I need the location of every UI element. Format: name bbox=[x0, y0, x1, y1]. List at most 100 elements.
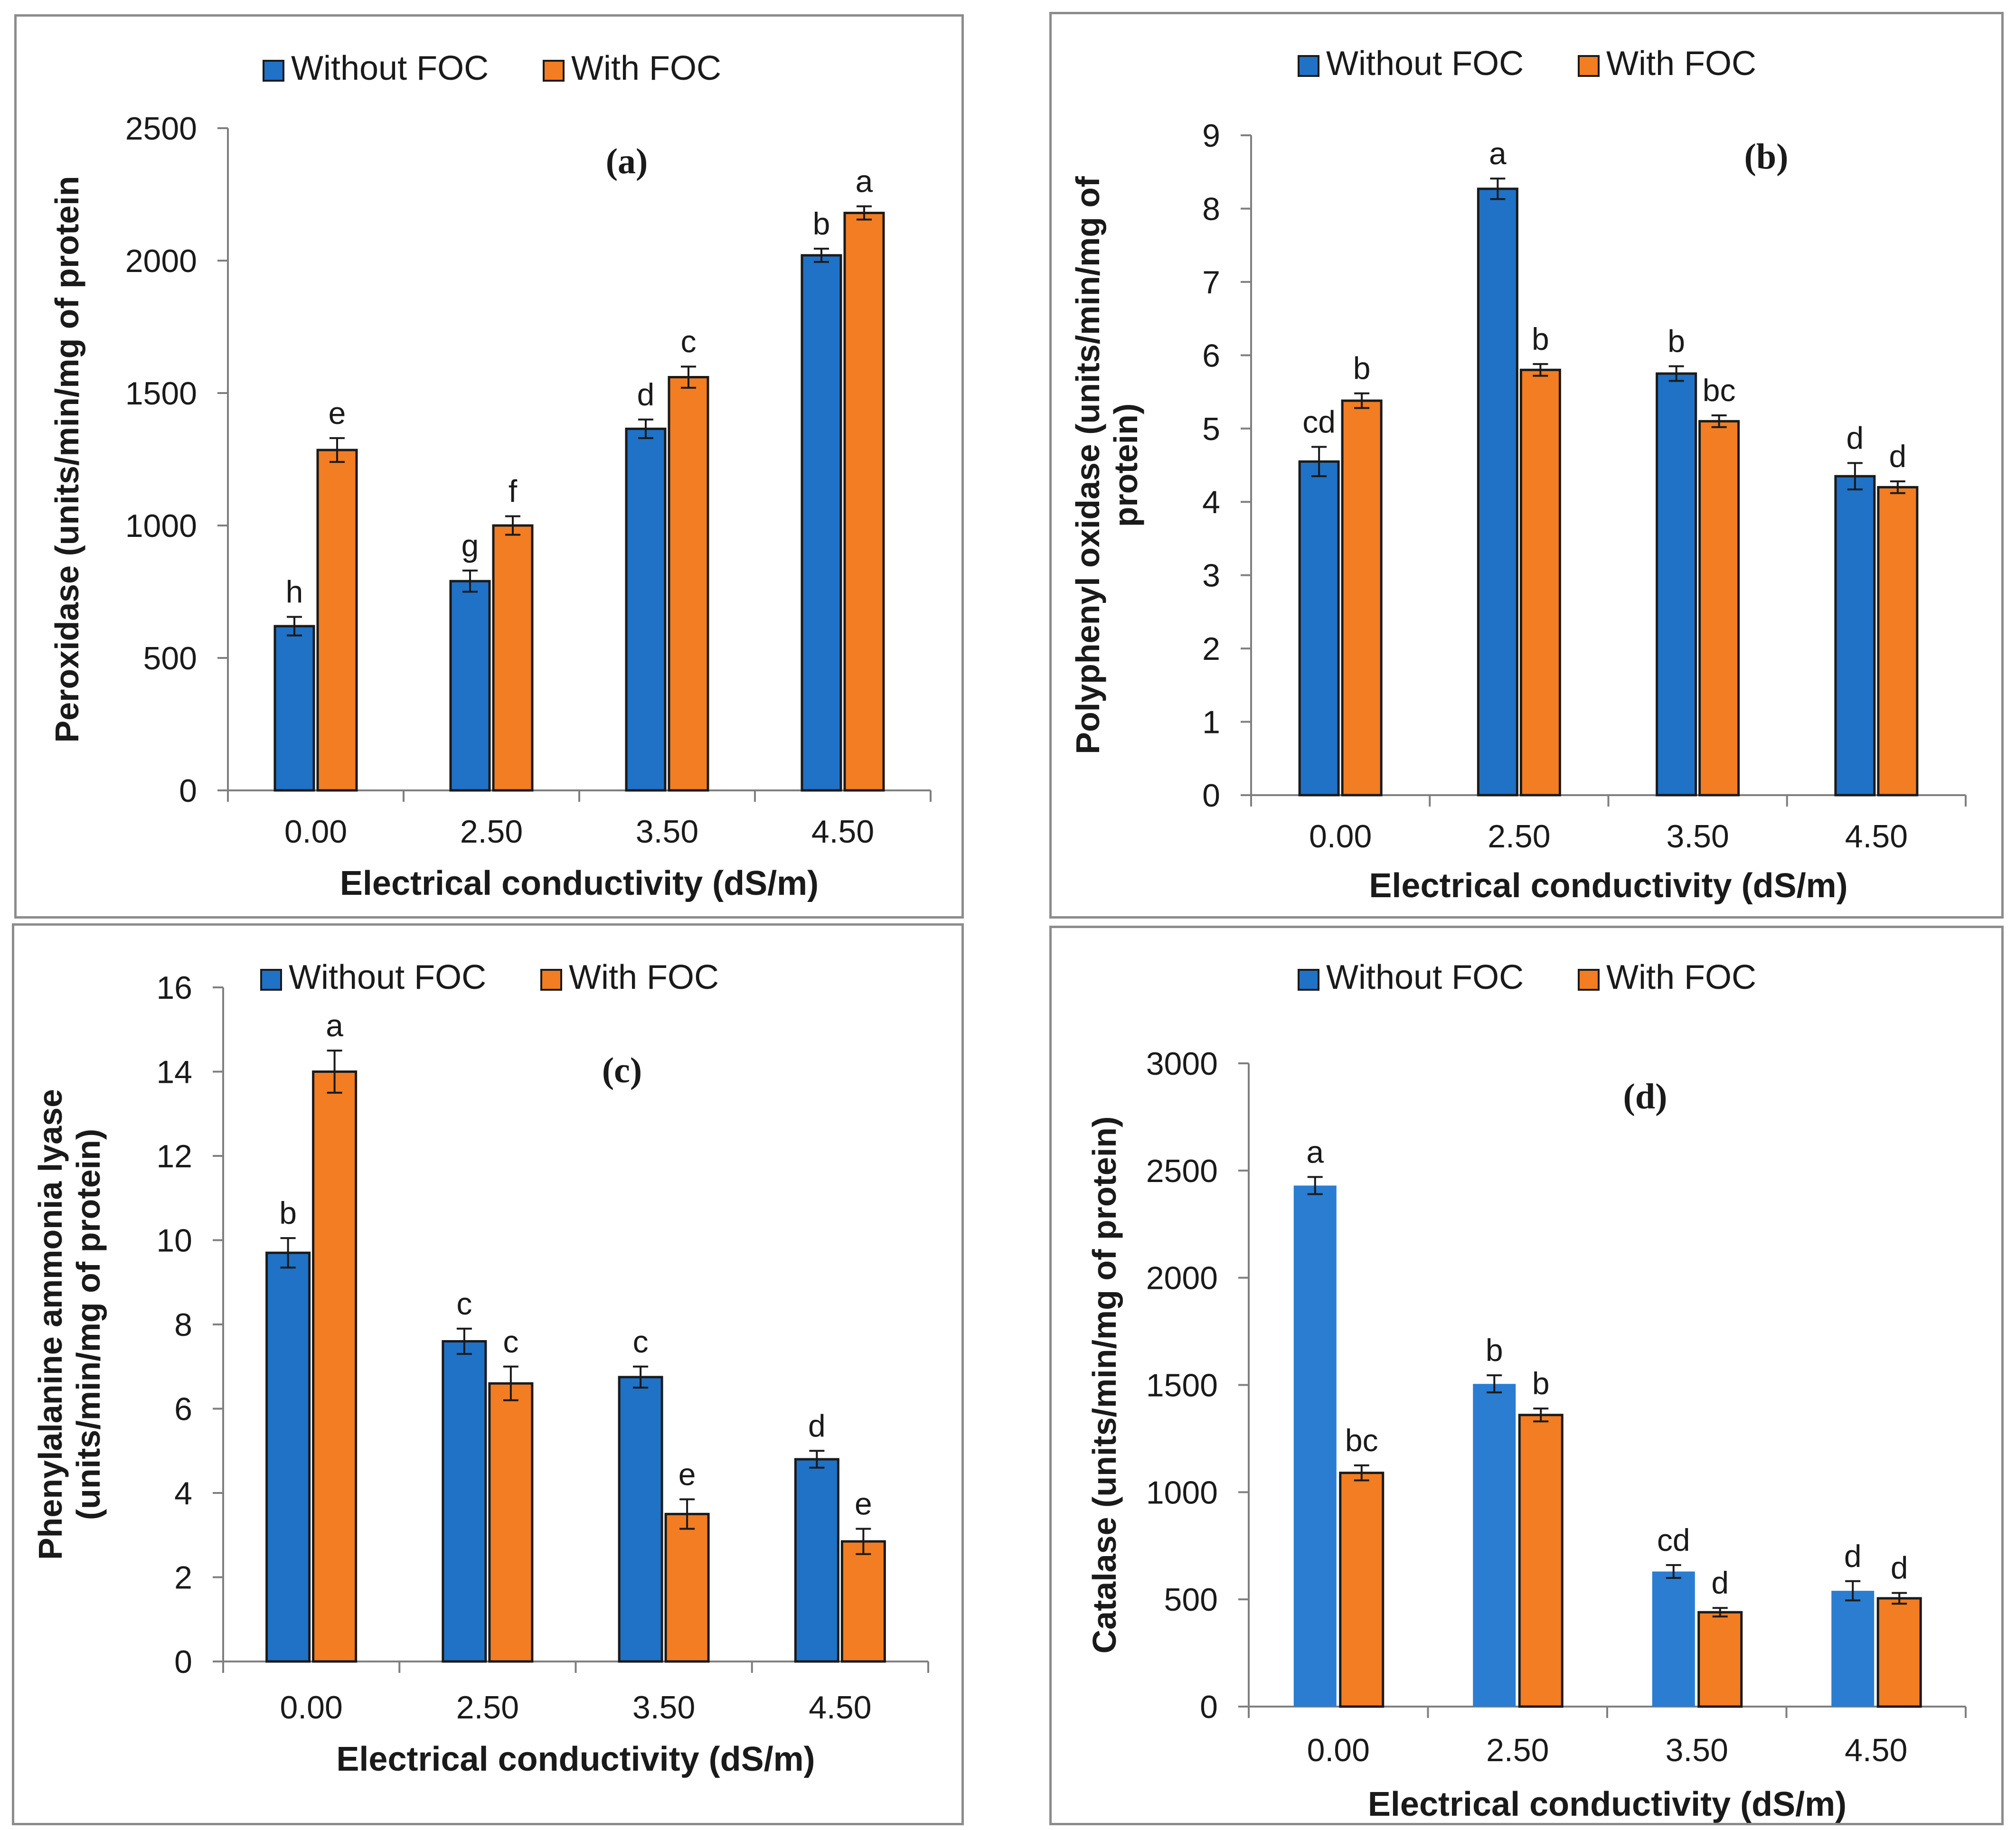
bar-without-foc bbox=[801, 254, 842, 792]
y-tick-label: 2000 bbox=[1146, 1260, 1218, 1296]
y-tick-label: 7 bbox=[1202, 264, 1220, 300]
significance-letter: c bbox=[681, 324, 697, 359]
significance-letter: d bbox=[637, 377, 655, 412]
bar-with-foc bbox=[843, 212, 885, 792]
legend: Without FOC With FOC bbox=[260, 958, 719, 996]
panel-label: (b) bbox=[1744, 137, 1789, 177]
bar-with-foc bbox=[1519, 368, 1561, 797]
x-category-label: 2.50 bbox=[460, 814, 523, 850]
significance-letter: c bbox=[456, 1286, 472, 1321]
bar-with-foc bbox=[1697, 1611, 1743, 1708]
legend-swatch-with bbox=[540, 969, 562, 991]
significance-letter: b bbox=[813, 206, 830, 241]
y-tick-label: 0 bbox=[1200, 1689, 1218, 1725]
y-tick-label: 0 bbox=[174, 1644, 192, 1680]
bar-without-foc bbox=[265, 1251, 311, 1663]
bar-with-foc bbox=[664, 1512, 710, 1663]
significance-letter: e bbox=[855, 1486, 872, 1521]
bar-without-foc bbox=[1477, 188, 1518, 797]
legend: Without FOC With FOC bbox=[1298, 45, 1756, 83]
bar-with-foc bbox=[1876, 1597, 1922, 1708]
x-category-label: 4.50 bbox=[1845, 1732, 1907, 1768]
bar-without-foc bbox=[618, 1376, 663, 1663]
y-axis-title: Peroxidase (units/min/mg of protein bbox=[48, 176, 85, 742]
legend-label-with: With FOC bbox=[569, 958, 719, 996]
legend-swatch-with bbox=[543, 60, 565, 82]
legend-label-without: Without FOC bbox=[291, 49, 489, 87]
y-tick-label: 10 bbox=[156, 1223, 192, 1259]
legend-swatch-without bbox=[1298, 969, 1319, 991]
bar-without-foc bbox=[449, 580, 491, 792]
legend-swatch-without bbox=[263, 60, 284, 82]
significance-letter: b bbox=[1532, 321, 1549, 357]
bar-without-foc bbox=[1293, 1185, 1337, 1707]
x-category-label: 2.50 bbox=[456, 1689, 519, 1726]
y-tick-label: 2000 bbox=[125, 243, 197, 279]
x-category-label: 0.00 bbox=[284, 814, 347, 850]
bar-without-foc bbox=[442, 1340, 487, 1663]
y-tick-label: 5 bbox=[1202, 411, 1220, 447]
y-tick-label: 2500 bbox=[1146, 1153, 1218, 1189]
legend: Without FOC With FOC bbox=[263, 49, 721, 87]
panel-b: Without FOC With FOC (b) 0 1 2 3 4 5 6 7 8 9 0.00 cd b 2… bbox=[1049, 12, 2004, 919]
y-axis-title: Phenylalanine ammonia lyase bbox=[32, 1089, 69, 1560]
y-axis-title: Polyphenyl oxidase (units/min/mg of bbox=[1069, 176, 1106, 754]
significance-letter: c bbox=[633, 1324, 649, 1359]
y-tick-label: 6 bbox=[174, 1391, 192, 1427]
bar-with-foc bbox=[492, 524, 534, 792]
bar-with-foc bbox=[668, 376, 709, 792]
significance-letter: b bbox=[1353, 351, 1371, 386]
significance-letter: e bbox=[678, 1456, 696, 1492]
x-axis-title: Electrical conductivity (dS/m) bbox=[1368, 1785, 1846, 1823]
y-tick-label: 6 bbox=[1202, 338, 1220, 374]
y-tick-label: 2 bbox=[1202, 631, 1220, 667]
y-tick-label: 1000 bbox=[125, 508, 197, 544]
bar-with-foc bbox=[1518, 1414, 1564, 1708]
x-category-label: 3.50 bbox=[1666, 1732, 1728, 1768]
bar-with-foc bbox=[488, 1382, 534, 1663]
significance-letter: c bbox=[503, 1324, 518, 1359]
x-axis-title: Electrical conductivity (dS/m) bbox=[336, 1740, 815, 1778]
bar-with-foc bbox=[1341, 399, 1383, 797]
y-tick-label: 1500 bbox=[125, 375, 197, 412]
significance-letter: g bbox=[462, 528, 479, 563]
y-tick-label: 4 bbox=[174, 1475, 192, 1511]
bar-without-foc bbox=[273, 625, 315, 792]
significance-letter: d bbox=[1711, 1565, 1729, 1600]
y-tick-label: 9 bbox=[1202, 118, 1220, 154]
y-tick-label: 12 bbox=[156, 1138, 192, 1174]
legend-swatch-without bbox=[260, 969, 282, 991]
legend-label-with: With FOC bbox=[571, 49, 721, 87]
chart-c: Without FOC With FOC (c) 0 2 4 6 8 10 12 14 16 0.00 b… bbox=[32, 958, 929, 1778]
bar-with-foc bbox=[316, 449, 358, 792]
legend-swatch-with bbox=[1578, 55, 1600, 77]
y-tick-label: 1500 bbox=[1146, 1368, 1218, 1404]
significance-letter: a bbox=[1489, 136, 1507, 171]
chart-d: Without FOC With FOC (d) 0 500 1000 1500 2000 25… bbox=[1086, 958, 1967, 1823]
x-category-label: 0.00 bbox=[1307, 1732, 1370, 1768]
x-category-label: 0.00 bbox=[280, 1689, 342, 1726]
significance-letter: b bbox=[1532, 1366, 1550, 1401]
significance-letter: b bbox=[1486, 1333, 1503, 1368]
x-category-label: 3.50 bbox=[632, 1689, 695, 1726]
significance-letter: h bbox=[286, 574, 303, 610]
y-tick-label: 500 bbox=[143, 640, 197, 676]
y-tick-label: 14 bbox=[156, 1054, 192, 1090]
bar-with-foc bbox=[312, 1070, 358, 1663]
bar-with-foc bbox=[1339, 1472, 1385, 1708]
y-tick-label: 1000 bbox=[1146, 1474, 1218, 1511]
legend-label-with: With FOC bbox=[1606, 45, 1756, 83]
chart-a: Without FOC With FOC (a) 0 500 1000 1500 2000 25… bbox=[48, 49, 932, 902]
legend: Without FOC With FOC bbox=[1298, 958, 1756, 996]
panel-label: (a) bbox=[606, 141, 648, 181]
significance-letter: cd bbox=[1302, 404, 1336, 439]
bar-with-foc bbox=[1877, 486, 1919, 797]
significance-letter: a bbox=[856, 164, 873, 199]
bar-without-foc bbox=[1473, 1384, 1516, 1707]
significance-letter: bc bbox=[1345, 1423, 1378, 1458]
y-tick-label: 8 bbox=[174, 1307, 192, 1343]
y-axis-title: Catalase (units/min/mg of protein) bbox=[1086, 1117, 1123, 1654]
y-tick-label: 3 bbox=[1202, 558, 1220, 594]
y-axis-title: protein) bbox=[1107, 404, 1144, 527]
significance-letter: a bbox=[326, 1008, 343, 1043]
